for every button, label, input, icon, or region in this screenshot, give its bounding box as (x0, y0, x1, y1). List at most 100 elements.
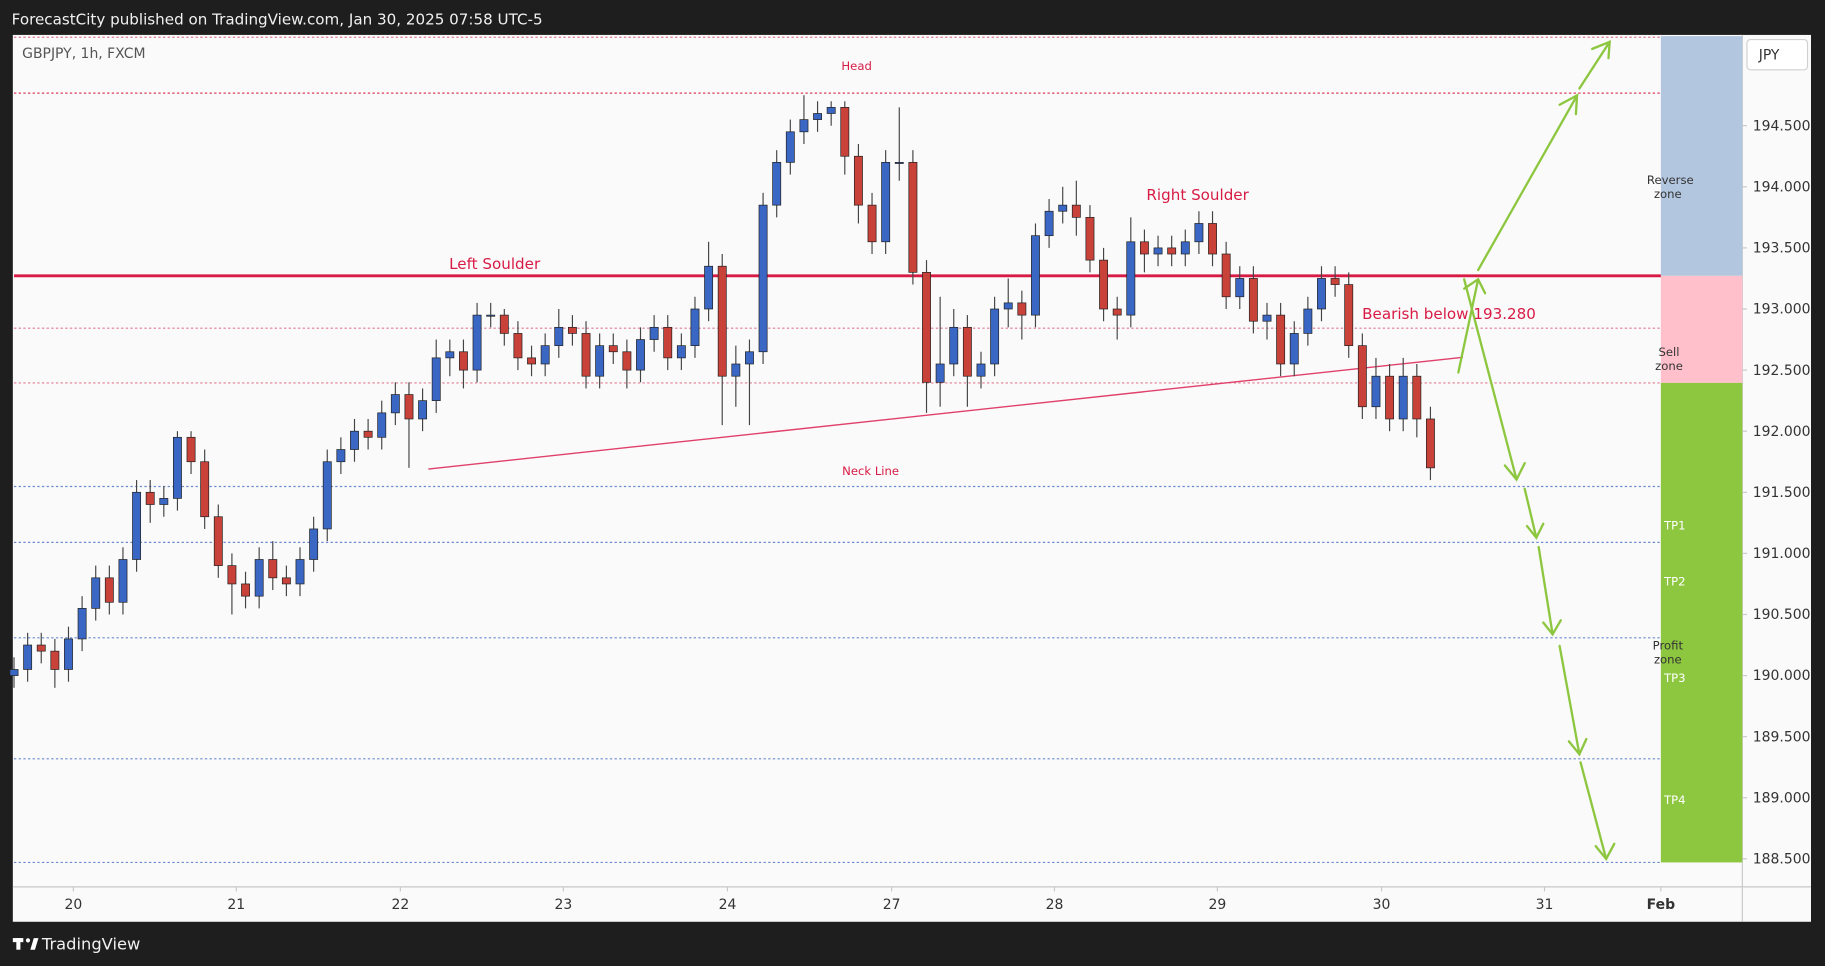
candle-body (173, 436, 182, 499)
neck-line (428, 356, 1464, 470)
x-tick-label: 30 (1373, 897, 1391, 913)
candle-body (1167, 247, 1177, 255)
candle-body (1371, 375, 1381, 408)
candle-body (1180, 241, 1190, 255)
candle-body (1031, 235, 1040, 316)
x-tick-label: 27 (883, 897, 901, 913)
x-tick-label: 21 (227, 897, 245, 913)
arrow (1579, 761, 1608, 861)
candle-body (962, 326, 972, 377)
arrow-head (1558, 93, 1579, 116)
candle-body (268, 559, 278, 579)
x-tick-label: 22 (392, 897, 410, 913)
candle-body (295, 559, 305, 585)
arrow (1578, 40, 1611, 90)
annotation: Left Soulder (449, 255, 541, 273)
candle-body (1235, 278, 1245, 298)
candle-body (990, 308, 1000, 365)
y-tick-label: 193.000 (1753, 302, 1811, 318)
candle-body (23, 644, 33, 670)
candle-body (799, 119, 809, 133)
candle-body (1303, 308, 1313, 334)
candle-body (949, 326, 959, 365)
candle-body (649, 326, 659, 340)
zone-label-box: Reverse zone (1646, 174, 1694, 202)
x-tick-label: 20 (65, 897, 83, 913)
y-tick-label: 189.000 (1753, 790, 1811, 806)
arrow (1523, 487, 1538, 539)
y-tick-label: 194.000 (1753, 179, 1811, 195)
candle-body (1003, 302, 1013, 310)
candle-body (1044, 210, 1054, 237)
candle-body (132, 491, 142, 560)
candle-body (540, 345, 550, 365)
candle-body (567, 326, 577, 334)
candle-body (499, 314, 509, 334)
candle-body (309, 528, 319, 560)
candle-body (1153, 247, 1163, 255)
arrow-head (1567, 737, 1588, 757)
candle-body (200, 461, 210, 518)
zone-label: Reverse zone (1646, 174, 1694, 202)
candle-body (1099, 259, 1109, 310)
candle-body (281, 577, 291, 585)
logo (25, 938, 31, 943)
candle-body (1139, 241, 1149, 255)
candle-body (731, 363, 741, 377)
x-tick-label: Feb (1647, 897, 1675, 913)
annotation: Right Soulder (1146, 186, 1249, 204)
candle-body (785, 131, 795, 163)
zone-label: Sell zone (1655, 346, 1683, 374)
candle-body (241, 583, 250, 597)
sell-zone (1660, 275, 1743, 383)
candle-body (418, 400, 428, 420)
symbol-title: GBPJPY, 1h, FXCM (22, 46, 145, 62)
x-tick-label: 23 (554, 897, 572, 913)
candle-body (704, 265, 714, 310)
x-tick-label: 28 (1046, 897, 1064, 913)
candle-body (472, 314, 482, 371)
arrow-head (1594, 842, 1616, 862)
candle-body (104, 577, 114, 603)
arrow (1537, 545, 1554, 636)
candle-body (322, 461, 332, 530)
candle-body (50, 650, 60, 670)
candle-body (1126, 241, 1136, 316)
candle-body (390, 394, 400, 414)
arrow-head (1503, 462, 1526, 482)
candle-body (64, 638, 73, 670)
candle-body (554, 326, 564, 347)
candles (9, 95, 1435, 688)
reverse-zone (1660, 36, 1743, 276)
candle-body (1058, 204, 1068, 212)
logo (30, 938, 39, 950)
candle-body (622, 351, 632, 371)
arrows (1457, 40, 1616, 862)
candle-body (186, 436, 196, 463)
y-tick-label: 192.500 (1753, 363, 1811, 379)
candle-body (404, 394, 414, 420)
candle-body (459, 351, 468, 371)
candle-body (145, 491, 155, 505)
candle-body (77, 608, 87, 640)
candle-body (813, 113, 822, 120)
y-tick-label: 191.500 (1753, 485, 1811, 501)
candle-body (486, 314, 496, 317)
candle-body (1221, 253, 1231, 298)
candle-body (595, 345, 605, 377)
zone-label-box: Sell zone (1655, 346, 1683, 374)
y-tick-label: 190.000 (1753, 668, 1811, 684)
y-tick-label: 192.000 (1753, 424, 1811, 440)
candle-body (254, 559, 264, 597)
currency-box (1746, 38, 1809, 71)
candle-body (1017, 302, 1027, 316)
annotation: Head (841, 59, 871, 73)
candle-body (350, 430, 359, 450)
candle-body (1112, 308, 1122, 316)
arrow (1463, 278, 1518, 481)
candle-body (1330, 278, 1340, 285)
arrow-head (1463, 277, 1487, 295)
y-tick-label: 191.000 (1753, 546, 1811, 562)
candle-body (636, 339, 645, 371)
